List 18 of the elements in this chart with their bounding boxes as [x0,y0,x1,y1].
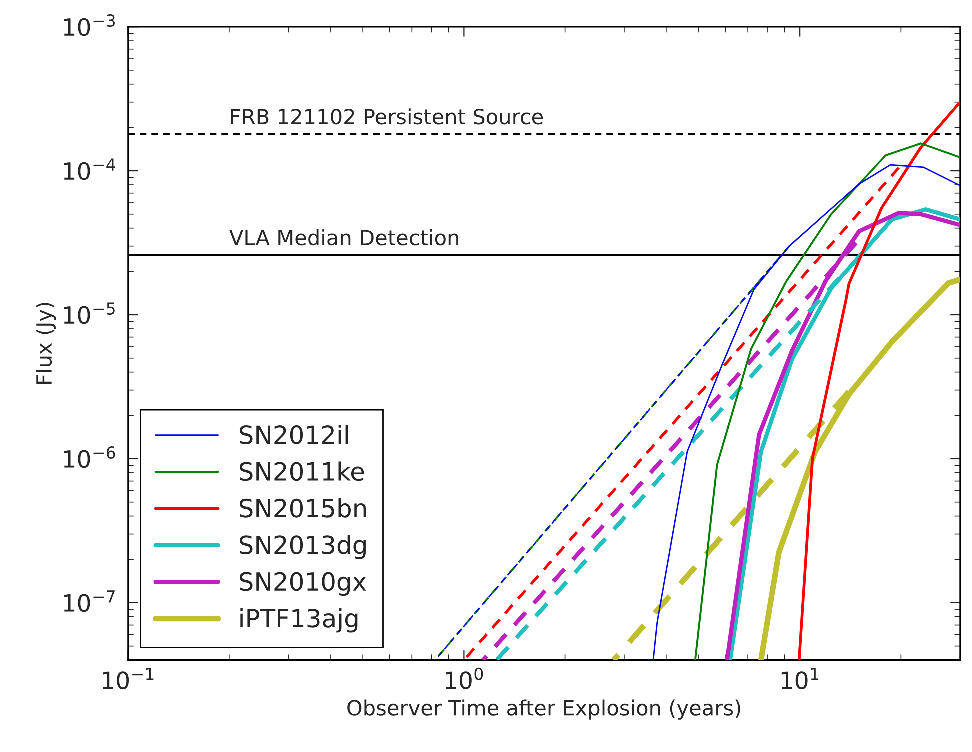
x-tick-label: 10$^{0}$ [446,668,484,690]
ref-line-label: VLA Median Detection [230,230,458,246]
x-axis-title: Observer Time after Explosion (years) [348,700,740,720]
ref-line-label: FRB 121102 Persistent Source [231,108,544,125]
y-tick-label: 10$^{−3}$ [64,14,116,36]
legend-label: SN2013dg [240,535,366,560]
legend-label: iPTF13ajg [240,608,358,633]
legend-label: SN2011ke [240,462,364,482]
y-tick-label: 10$^{−5}$ [64,302,115,324]
x-tick-label: 10$^{−1}$ [103,668,154,690]
y-tick-label: 10$^{−7}$ [64,590,115,612]
y-tick-label: 10$^{−6}$ [64,446,116,468]
legend-label: SN2015bn [240,498,366,518]
legend-label: SN2010gx [240,572,366,596]
y-axis-title: Flux (Jy) [36,303,56,384]
y-tick-label: 10$^{−4}$ [64,158,116,180]
legend-label: SN2012il [240,425,348,444]
x-tick-label: 10$^{1}$ [782,668,819,690]
